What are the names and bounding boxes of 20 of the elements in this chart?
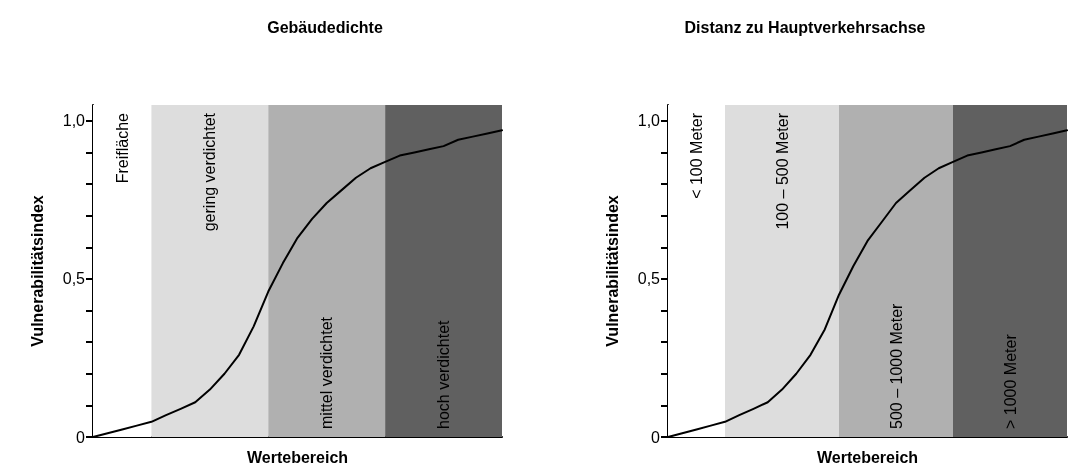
y-axis-title: Vulnerabilitätsindex: [28, 195, 46, 347]
annotation: mittel verdichtet: [318, 316, 336, 429]
chart-title: Distanz zu Hauptverkehrsachse: [684, 18, 926, 36]
y-tick-label: 0,5: [637, 270, 661, 288]
annotation: hoch verdichtet: [435, 319, 453, 429]
y-tick-label: 0: [651, 428, 661, 446]
y-axis-title: Vulnerabilitätsindex: [603, 195, 621, 347]
annotation: 500 – 1000 Meter: [887, 302, 905, 429]
annotation: > 1000 Meter: [1001, 333, 1019, 429]
annotation: < 100 Meter: [688, 112, 705, 199]
y-tick-label: 0: [76, 428, 86, 446]
y-tick-label: 0,5: [62, 270, 86, 288]
y-tick-label: 1,0: [637, 112, 661, 130]
annotation: gering verdichtet: [201, 112, 219, 232]
annotation: 100 – 500 Meter: [773, 112, 791, 230]
y-tick-label: 1,0: [62, 112, 86, 130]
x-axis-title: Wertebereich: [246, 448, 349, 466]
annotation: Freifläche: [113, 112, 131, 184]
x-axis-title: Wertebereich: [816, 448, 919, 466]
chart-title: Gebäudedichte: [267, 18, 383, 36]
